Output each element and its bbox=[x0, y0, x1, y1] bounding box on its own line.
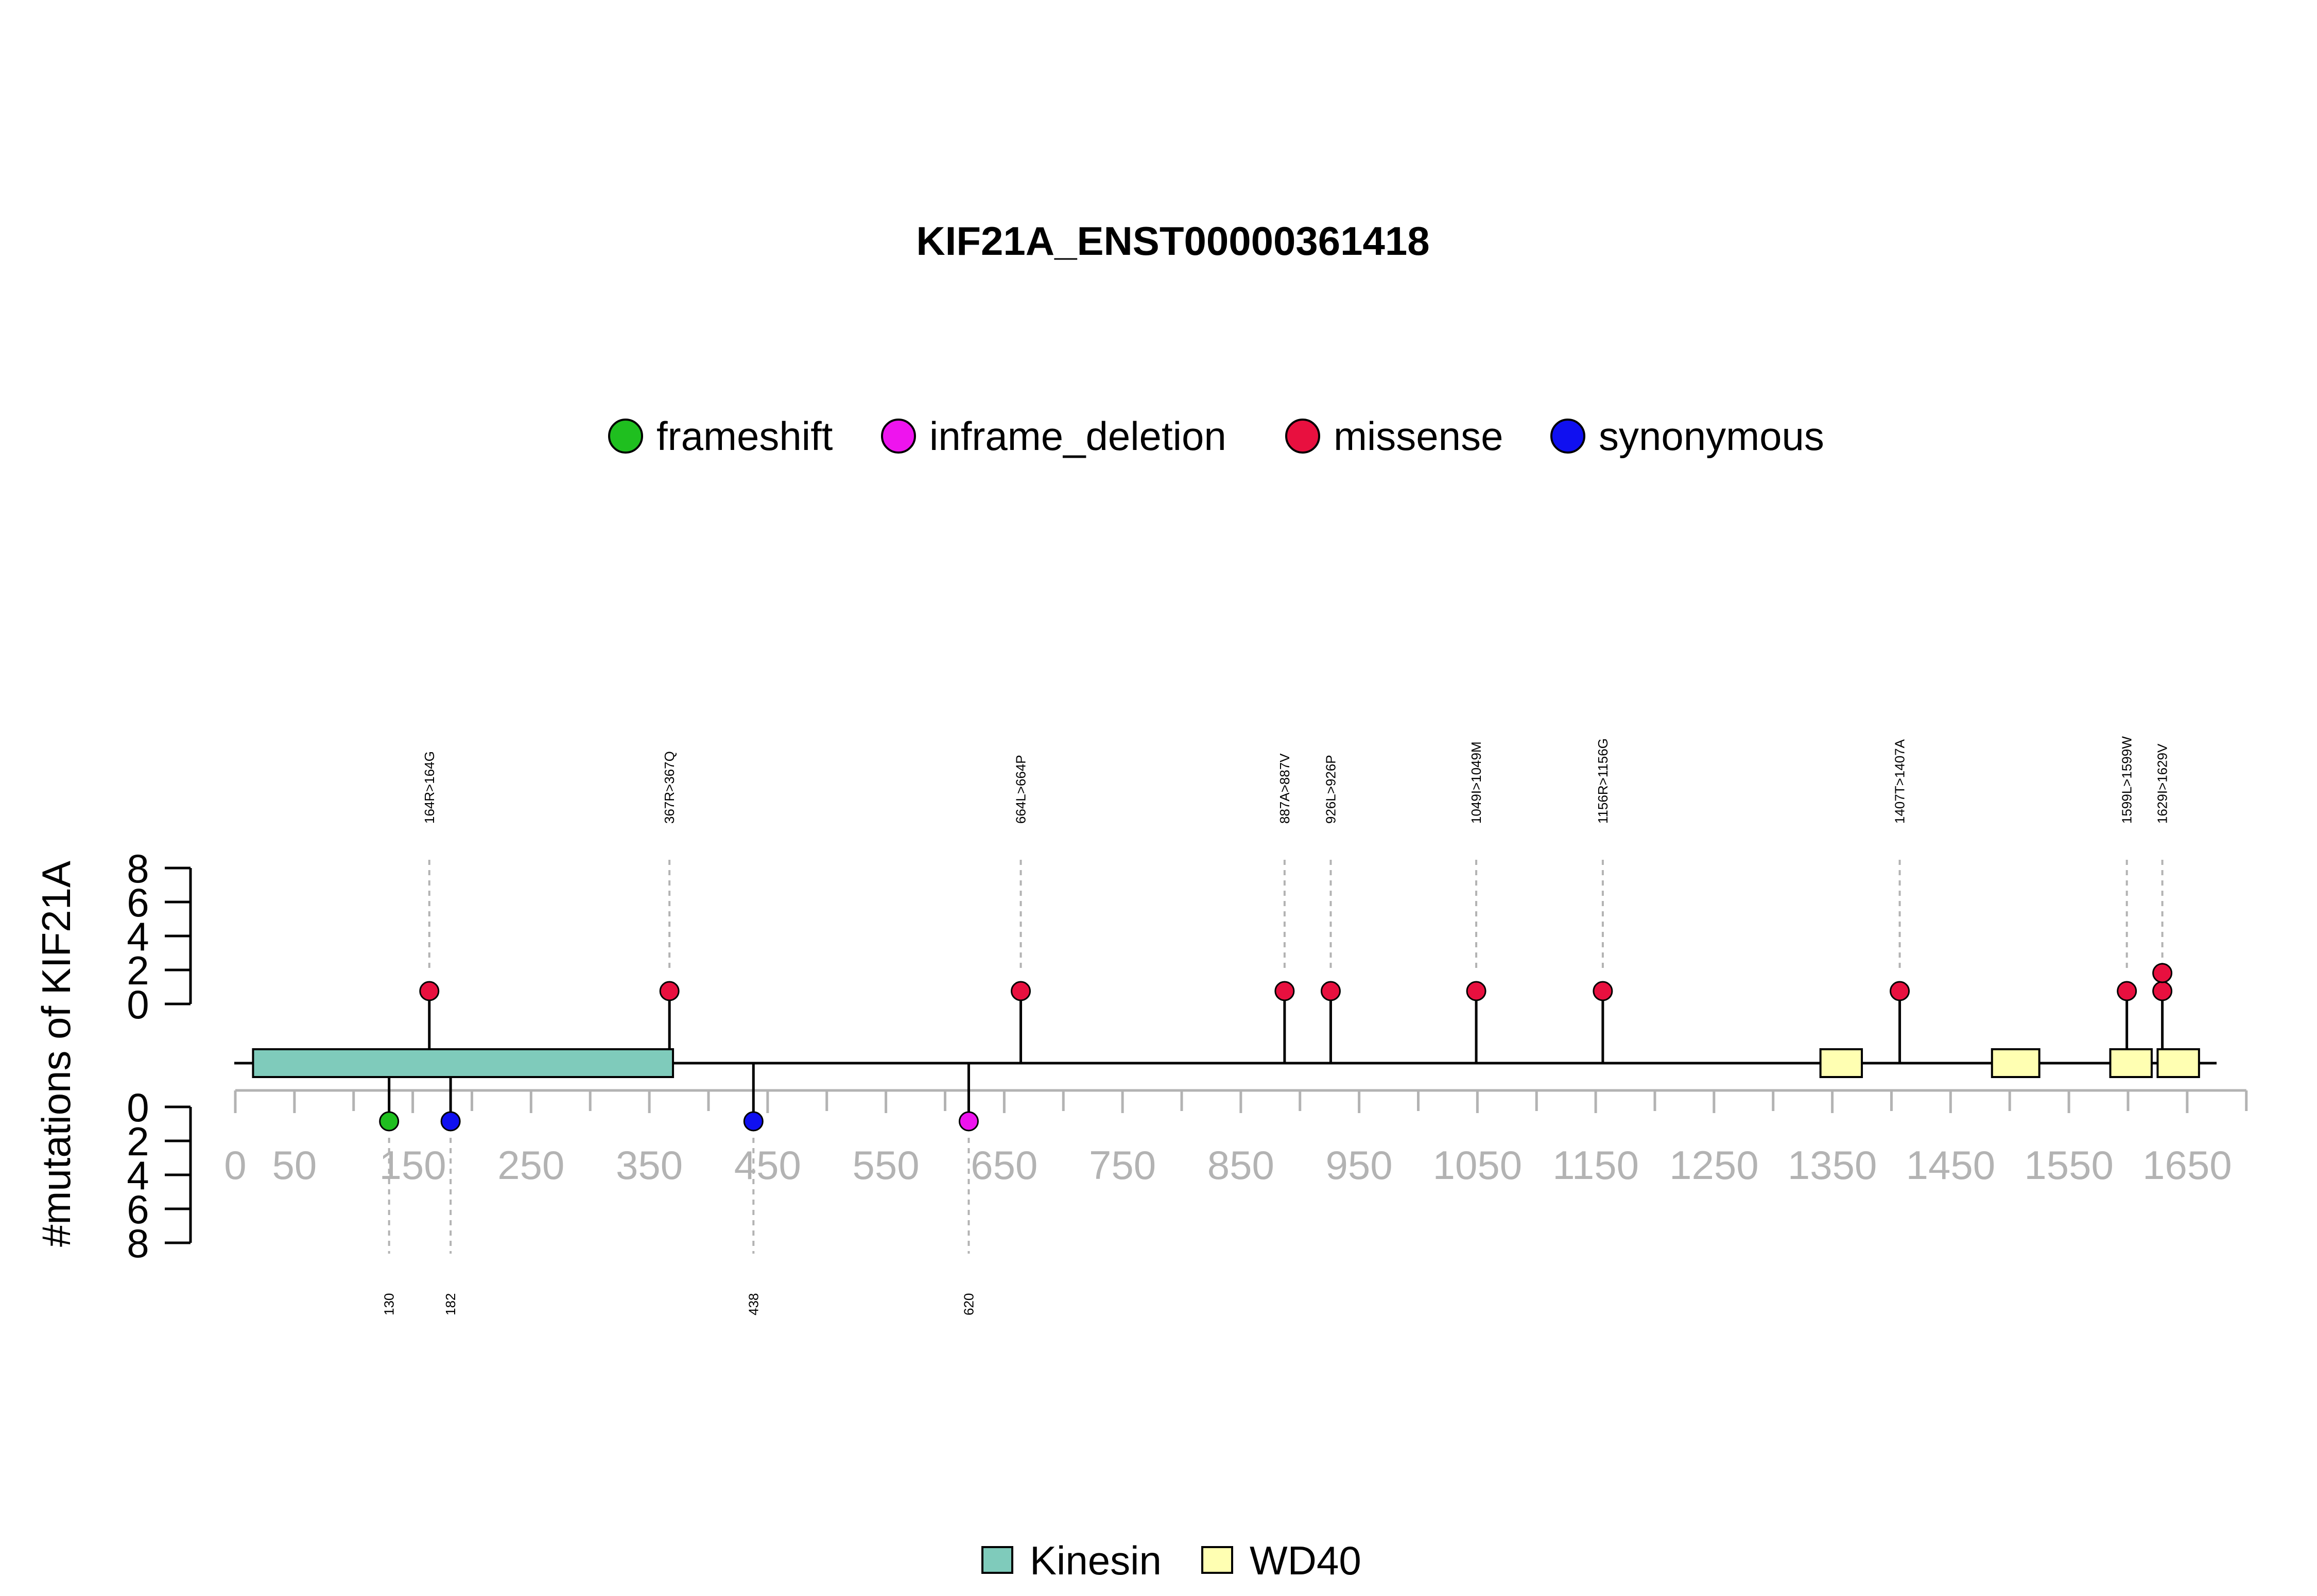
x-tick-label: 350 bbox=[616, 1142, 683, 1188]
y-tick-label-lower: 8 bbox=[127, 1221, 149, 1266]
point-missense bbox=[1466, 981, 1486, 1001]
point-missense bbox=[1274, 981, 1295, 1001]
domain-regions bbox=[252, 1048, 2200, 1078]
y-tick-label-lower: 6 bbox=[127, 1187, 149, 1232]
mutation-labels: 164R>164G 367R>367Q 664L>664P 887A>887V 926L… bbox=[382, 736, 2170, 1315]
x-axis: 0 50 150 250 350 450 550 650 750 850 950 1050 1150 12… bbox=[224, 1089, 2248, 1188]
point-missense bbox=[2152, 963, 2173, 983]
y-tick-label-lower: 4 bbox=[127, 1153, 149, 1198]
mutation-label-above: 367R>367Q bbox=[662, 751, 677, 824]
x-tick-label: 550 bbox=[853, 1142, 920, 1188]
legend-marker-frameshift bbox=[608, 419, 643, 454]
mutation-label-above: 1156R>1156G bbox=[1595, 738, 1611, 824]
x-tick-label: 1350 bbox=[1788, 1142, 1877, 1188]
mutation-label-above: 664L>664P bbox=[1013, 755, 1029, 824]
domain-wd40 bbox=[1991, 1048, 2041, 1078]
x-tick-label: 1550 bbox=[2024, 1142, 2114, 1188]
y-tick-label-upper: 8 bbox=[127, 846, 149, 891]
y-axis-label: #mutations of KIF21A bbox=[33, 861, 79, 1247]
mutation-label-above: 1407T>1407A bbox=[1892, 739, 1908, 824]
point-synonymous bbox=[743, 1111, 764, 1132]
y-tick-label-upper: 4 bbox=[127, 914, 149, 959]
mutation-label-above: 887A>887V bbox=[1277, 753, 1292, 824]
x-tick-label: 450 bbox=[734, 1142, 801, 1188]
point-missense bbox=[419, 981, 440, 1001]
mutation-points bbox=[379, 963, 2173, 1132]
point-frameshift bbox=[379, 1111, 400, 1132]
x-tick-label: 50 bbox=[272, 1142, 317, 1188]
legend-swatch-wd40 bbox=[1201, 1546, 1233, 1574]
point-missense bbox=[1890, 981, 1910, 1001]
domain-legend: Kinesin WD40 bbox=[981, 1538, 1361, 1583]
legend-label-missense: missense bbox=[1334, 413, 1503, 459]
legend-swatch-kinesin bbox=[981, 1546, 1013, 1574]
legend-label-synonymous: synonymous bbox=[1599, 413, 1824, 459]
mutation-label-below: 438 bbox=[746, 1293, 761, 1315]
x-tick-label: 250 bbox=[497, 1142, 564, 1188]
point-synonymous bbox=[440, 1111, 461, 1132]
mutation-type-legend: frameshift inframe_deletion missense synony… bbox=[608, 413, 1824, 459]
legend-label-wd40: WD40 bbox=[1250, 1538, 1361, 1583]
legend-label-kinesin: Kinesin bbox=[1030, 1538, 1162, 1583]
point-missense bbox=[1320, 981, 1341, 1001]
mutation-label-above: 1629I>1629V bbox=[2155, 743, 2170, 824]
point-missense bbox=[1593, 981, 1613, 1001]
legend-marker-synonymous bbox=[1550, 419, 1585, 454]
x-tick-label: 650 bbox=[971, 1142, 1038, 1188]
point-missense bbox=[1011, 981, 1031, 1001]
chart-title: KIF21A_ENST00000361418 bbox=[916, 218, 1429, 264]
y-tick-label-lower: 2 bbox=[127, 1119, 149, 1164]
mutation-label-above: 1049I>1049M bbox=[1468, 741, 1484, 824]
x-tick-label: 1050 bbox=[1433, 1142, 1523, 1188]
mutation-label-below: 130 bbox=[382, 1293, 397, 1315]
mutation-label-above: 1599L>1599W bbox=[2119, 736, 2135, 824]
x-tick-label: 1450 bbox=[1906, 1142, 1996, 1188]
x-tick-label: 1150 bbox=[1552, 1142, 1639, 1188]
domain-wd40 bbox=[2156, 1048, 2200, 1078]
domain-wd40 bbox=[1819, 1048, 1863, 1078]
legend-marker-inframe_deletion bbox=[881, 419, 916, 454]
legend-marker-missense bbox=[1285, 419, 1320, 454]
x-tick-label: 950 bbox=[1326, 1142, 1393, 1188]
y-tick-label-upper: 0 bbox=[127, 982, 149, 1027]
domain-kinesin bbox=[252, 1048, 675, 1078]
point-missense bbox=[2117, 981, 2137, 1001]
domain-wd40 bbox=[2109, 1048, 2153, 1078]
legend-label-inframe_deletion: inframe_deletion bbox=[929, 413, 1226, 459]
y-tick-label-upper: 2 bbox=[127, 948, 149, 993]
x-tick-label: 150 bbox=[379, 1142, 446, 1188]
x-tick-label: 850 bbox=[1207, 1142, 1274, 1188]
mutation-label-below: 182 bbox=[443, 1293, 458, 1315]
legend-label-frameshift: frameshift bbox=[656, 413, 833, 459]
point-inframe_deletion bbox=[958, 1111, 979, 1132]
x-tick-label: 1250 bbox=[1669, 1142, 1759, 1188]
y-tick-label-lower: 0 bbox=[127, 1085, 149, 1130]
y-tick-label-upper: 6 bbox=[127, 880, 149, 925]
x-tick-label: 0 bbox=[224, 1142, 246, 1188]
x-tick-label: 750 bbox=[1089, 1142, 1156, 1188]
point-missense bbox=[2152, 981, 2173, 1001]
point-missense bbox=[659, 981, 680, 1001]
mutation-label-below: 620 bbox=[961, 1293, 976, 1315]
x-tick-label: 1650 bbox=[2142, 1142, 2232, 1188]
mutation-label-above: 926L>926P bbox=[1323, 755, 1338, 824]
mutation-label-above: 164R>164G bbox=[422, 751, 437, 824]
